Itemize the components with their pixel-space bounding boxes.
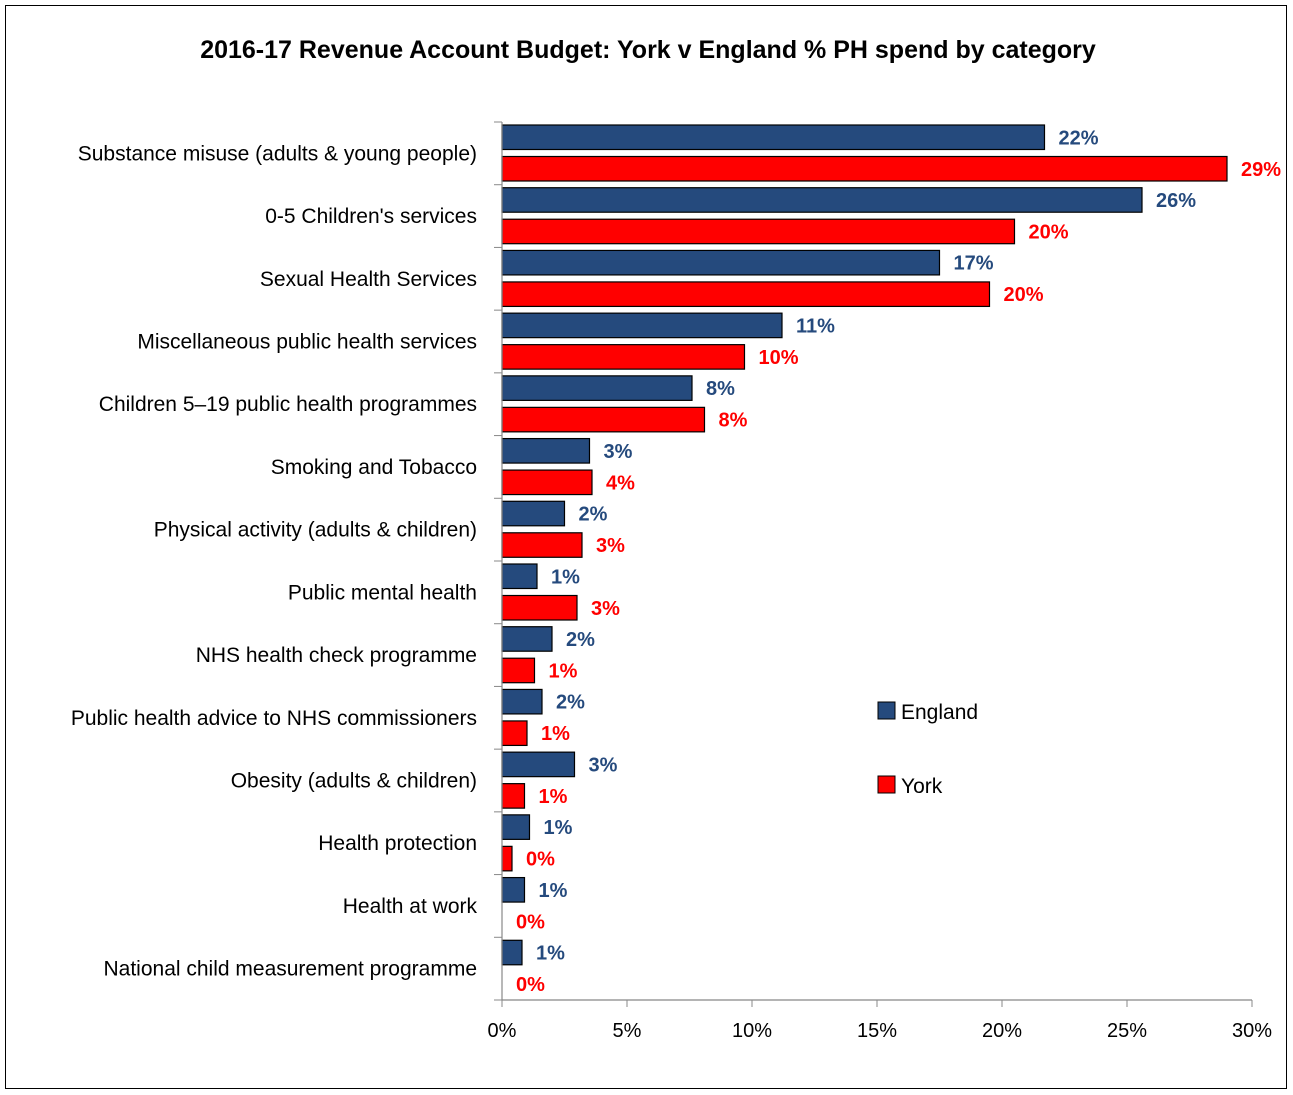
bar-england-obesity-adults-children [501,751,576,778]
bar-york-miscellaneous-public-health-services [501,344,746,370]
data-label-england-health-protection: 1% [544,817,573,839]
data-label-york-sexual-health-services: 20% [1004,284,1044,306]
bar-england-public-mental-health [501,563,538,590]
legend-swatch-england [877,701,896,720]
legend: England York [877,701,978,798]
bar-england-children-5-19-public-health-programmes [501,375,693,401]
data-label-england-children-5-19-public-health-programmes: 8% [706,378,735,400]
data-label-england-0-5-children-s-services: 26% [1156,190,1196,212]
bar-england-miscellaneous-public-health-services [501,312,783,339]
data-label-york-health-at-work: 0% [516,911,545,933]
data-label-england-national-child-measurement-programme: 1% [536,943,565,965]
category-label-health-protection: Health protection [318,832,477,855]
data-label-york-obesity-adults-children: 1% [539,786,568,808]
bar-york-public-health-advice-to-nhs-commissioners [501,720,528,747]
x-tick-label-0: 0% [488,1020,517,1042]
data-label-york-smoking-and-tobacco: 4% [606,472,635,494]
bar-england-public-health-advice-to-nhs-commissioners [501,688,543,715]
x-tick-label-10: 10% [732,1020,772,1042]
data-label-england-health-at-work: 1% [539,880,568,902]
bars-layer: 22% 29% 26% 20% 17% 20% 11% 10% 8% 8% 3% 4% 2% 3% 1% 3%… [501,124,1281,996]
data-label-york-nhs-health-check-programme: 1% [549,660,578,682]
data-label-york-substance-misuse-adults-young-people: 29% [1241,159,1281,181]
bar-england-0-5-children-s-services [501,187,1143,213]
legend-swatch-york [877,775,896,794]
category-label-0-5-children-s-services: 0-5 Children's services [265,205,477,228]
bar-england-health-protection [501,814,531,840]
data-label-york-public-mental-health: 3% [591,598,620,620]
category-label-nhs-health-check-programme: NHS health check programme [196,644,477,667]
data-label-york-public-health-advice-to-nhs-commissioners: 1% [541,723,570,745]
bar-york-obesity-adults-children [501,783,526,809]
bar-york-substance-misuse-adults-young-people [501,155,1228,182]
data-label-york-physical-activity-adults-children: 3% [596,535,625,557]
x-tick-label-30: 30% [1232,1020,1272,1042]
bar-york-physical-activity-adults-children [501,532,583,558]
data-label-york-children-5-19-public-health-programmes: 8% [719,410,748,432]
chart-title: 2016-17 Revenue Account Budget: York v E… [200,36,1096,64]
legend-label-england: England [901,701,978,724]
data-label-england-miscellaneous-public-health-services: 11% [796,315,835,337]
bar-england-sexual-health-services [501,249,941,276]
category-label-miscellaneous-public-health-services: Miscellaneous public health services [137,331,477,354]
bar-england-health-at-work [501,876,526,903]
x-tick-label-25: 25% [1107,1020,1147,1042]
bar-york-health-protection [501,845,513,872]
bar-england-physical-activity-adults-children [501,500,566,527]
bar-england-substance-misuse-adults-young-people [501,124,1046,151]
data-label-england-sexual-health-services: 17% [954,253,994,275]
bar-england-national-child-measurement-programme [501,939,523,966]
category-label-public-mental-health: Public mental health [288,581,477,604]
category-label-physical-activity-adults-children: Physical activity (adults & children) [154,519,477,542]
data-label-york-national-child-measurement-programme: 0% [516,974,545,996]
category-label-smoking-and-tobacco: Smoking and Tobacco [271,456,477,479]
data-label-england-obesity-adults-children: 3% [589,754,618,776]
category-label-health-at-work: Health at work [343,895,478,918]
data-label-york-0-5-children-s-services: 20% [1029,221,1069,243]
data-label-england-smoking-and-tobacco: 3% [604,441,633,463]
data-label-england-nhs-health-check-programme: 2% [566,629,595,651]
data-label-england-public-mental-health: 1% [551,566,580,588]
category-label-sexual-health-services: Sexual Health Services [260,268,477,291]
bar-england-smoking-and-tobacco [501,437,591,464]
category-label-children-5-19-public-health-programmes: Children 5–19 public health programmes [99,393,477,416]
data-label-england-physical-activity-adults-children: 2% [579,504,608,526]
bar-york-sexual-health-services [501,281,991,308]
data-label-england-public-health-advice-to-nhs-commissioners: 2% [556,692,585,714]
axes-layer: Substance misuse (adults & young people)… [71,121,1272,1042]
bar-york-children-5-19-public-health-programmes [501,406,706,433]
category-label-obesity-adults-children: Obesity (adults & children) [231,770,477,793]
data-label-england-substance-misuse-adults-young-people: 22% [1059,127,1099,149]
category-label-substance-misuse-adults-young-people: Substance misuse (adults & young people) [78,142,477,165]
bar-england-nhs-health-check-programme [501,626,553,652]
bar-york-0-5-children-s-services [501,218,1016,245]
bar-york-nhs-health-check-programme [501,657,536,684]
data-label-york-health-protection: 0% [526,849,555,871]
x-tick-label-20: 20% [982,1020,1022,1042]
x-tick-label-15: 15% [857,1020,897,1042]
bar-york-smoking-and-tobacco [501,469,593,496]
chart-frame [5,5,1287,1089]
category-label-public-health-advice-to-nhs-commissioners: Public health advice to NHS commissioner… [71,707,477,730]
data-label-york-miscellaneous-public-health-services: 10% [759,347,799,369]
legend-label-york: York [901,775,943,798]
x-tick-label-5: 5% [613,1020,642,1042]
bar-york-public-mental-health [501,594,578,621]
category-label-national-child-measurement-programme: National child measurement programme [104,958,478,981]
